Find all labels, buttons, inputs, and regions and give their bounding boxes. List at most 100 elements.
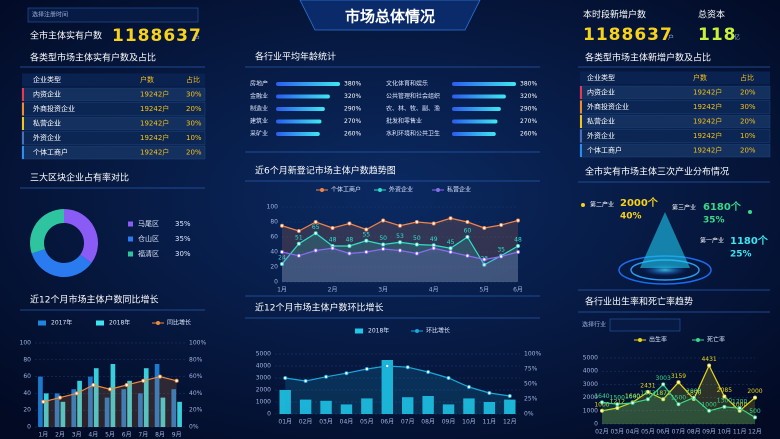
legend-label: 2018年 bbox=[109, 319, 130, 327]
row-marker bbox=[580, 100, 582, 114]
x-tick-label: 11月 bbox=[483, 419, 497, 426]
industry-name: 房地产 bbox=[250, 80, 268, 88]
data-label: 1000 bbox=[701, 401, 716, 408]
y-tick-label: 20 bbox=[270, 264, 278, 271]
bar bbox=[381, 360, 394, 414]
industry-name: 建筑业 bbox=[250, 117, 268, 125]
point bbox=[737, 406, 742, 411]
x-tick-label: 08月 bbox=[421, 419, 435, 426]
data-label: 50 bbox=[379, 235, 387, 242]
y-tick-label: 40 bbox=[23, 390, 31, 397]
table-cell: 30% bbox=[740, 103, 756, 111]
table-cell: 私营企业 bbox=[587, 117, 615, 126]
date-select[interactable] bbox=[27, 7, 199, 23]
x-tick-label: 04月 bbox=[340, 419, 354, 426]
point bbox=[296, 228, 301, 233]
table-cell: 私营企业 bbox=[33, 119, 61, 128]
legend-dot bbox=[320, 188, 324, 192]
point bbox=[448, 246, 453, 251]
x-tick-label: 5月 bbox=[105, 432, 115, 439]
legend-label: 马尾区 bbox=[138, 220, 159, 228]
date-select-label: 选择注册时间 bbox=[32, 11, 68, 19]
age-bar bbox=[276, 119, 322, 124]
point bbox=[405, 365, 410, 370]
point bbox=[482, 257, 487, 262]
table-cell: 19242户 bbox=[140, 119, 169, 128]
table-column: 户数 bbox=[140, 75, 154, 84]
table-column: 占比 bbox=[740, 73, 754, 82]
y-tick-label: 4000 bbox=[256, 363, 271, 370]
table-cell: 20% bbox=[740, 89, 756, 97]
industry-count: 2000个 bbox=[620, 196, 659, 209]
legend-label: 同比增长 bbox=[167, 319, 191, 327]
table-cell: 19242户 bbox=[693, 117, 722, 126]
point bbox=[364, 249, 369, 254]
panel-title: 各行业平均年龄统计 bbox=[255, 51, 336, 63]
point bbox=[482, 262, 487, 267]
point bbox=[414, 219, 419, 224]
industry-name: 第一产业 bbox=[700, 237, 724, 245]
bar bbox=[279, 390, 291, 414]
x-tick-label: 6月 bbox=[122, 432, 132, 439]
bar bbox=[93, 368, 99, 427]
data-label: 1000 bbox=[594, 401, 609, 408]
table-cell: 19242户 bbox=[140, 90, 169, 99]
data-label: 50 bbox=[413, 235, 421, 242]
table-column: 企业类型 bbox=[33, 75, 61, 84]
legend-value: 35% bbox=[175, 220, 191, 228]
age-bar bbox=[276, 94, 330, 99]
x-tick-label: 06月 bbox=[656, 429, 670, 436]
point bbox=[313, 231, 318, 236]
age-bar bbox=[452, 132, 496, 136]
point bbox=[691, 395, 696, 400]
dot bbox=[581, 203, 585, 207]
point bbox=[499, 222, 504, 227]
table-cell: 30% bbox=[186, 91, 202, 99]
x-tick-label: 04月 bbox=[626, 429, 640, 436]
table-cell: 19242户 bbox=[140, 104, 169, 113]
x-tick-label: 02月 bbox=[299, 419, 313, 426]
row-marker bbox=[580, 115, 582, 128]
table-cell: 内资企业 bbox=[587, 88, 615, 97]
y-tick-label: 20% bbox=[189, 407, 203, 414]
industry-name: 水利环境和公共卫生 bbox=[386, 130, 440, 138]
x-tick-label: 1月 bbox=[38, 432, 48, 439]
point bbox=[364, 227, 369, 232]
data-label: 45 bbox=[447, 239, 455, 246]
new-total-label: 本时段新增户数 bbox=[583, 9, 646, 21]
bar bbox=[299, 399, 312, 414]
point bbox=[661, 397, 666, 402]
table-cell: 30% bbox=[186, 120, 202, 128]
point bbox=[507, 393, 512, 398]
total-label: 全市主体实有户数 bbox=[30, 30, 102, 42]
dot bbox=[748, 210, 752, 214]
industry-name: 第二产业 bbox=[590, 201, 614, 209]
line-area bbox=[285, 366, 510, 414]
point bbox=[330, 225, 335, 230]
age-bar bbox=[276, 82, 340, 86]
data-label: 1640 bbox=[625, 393, 640, 400]
x-tick-label: 05月 bbox=[641, 429, 655, 436]
y-tick-label: 80% bbox=[189, 356, 203, 363]
point bbox=[676, 402, 681, 407]
data-label: 51 bbox=[295, 234, 303, 241]
legend-dot bbox=[378, 188, 382, 192]
x-tick-label: 5月 bbox=[479, 287, 489, 294]
table-cell: 20% bbox=[740, 118, 756, 126]
data-label: 3159 bbox=[671, 373, 686, 380]
table-column: 占比 bbox=[186, 75, 200, 84]
age-bar bbox=[452, 94, 506, 99]
row-marker bbox=[580, 129, 582, 143]
point bbox=[397, 248, 402, 253]
data-label: 2085 bbox=[717, 387, 732, 394]
point bbox=[91, 382, 96, 387]
legend-label: 仓山区 bbox=[138, 234, 159, 243]
y-tick-label: 20 bbox=[23, 407, 31, 414]
point bbox=[630, 400, 635, 405]
bar bbox=[483, 402, 496, 414]
industry-select[interactable] bbox=[609, 318, 681, 332]
bar bbox=[38, 376, 43, 427]
data-label: 3003 bbox=[656, 375, 671, 382]
industry-name: 批发和零售业 bbox=[386, 117, 422, 125]
point bbox=[661, 382, 666, 387]
